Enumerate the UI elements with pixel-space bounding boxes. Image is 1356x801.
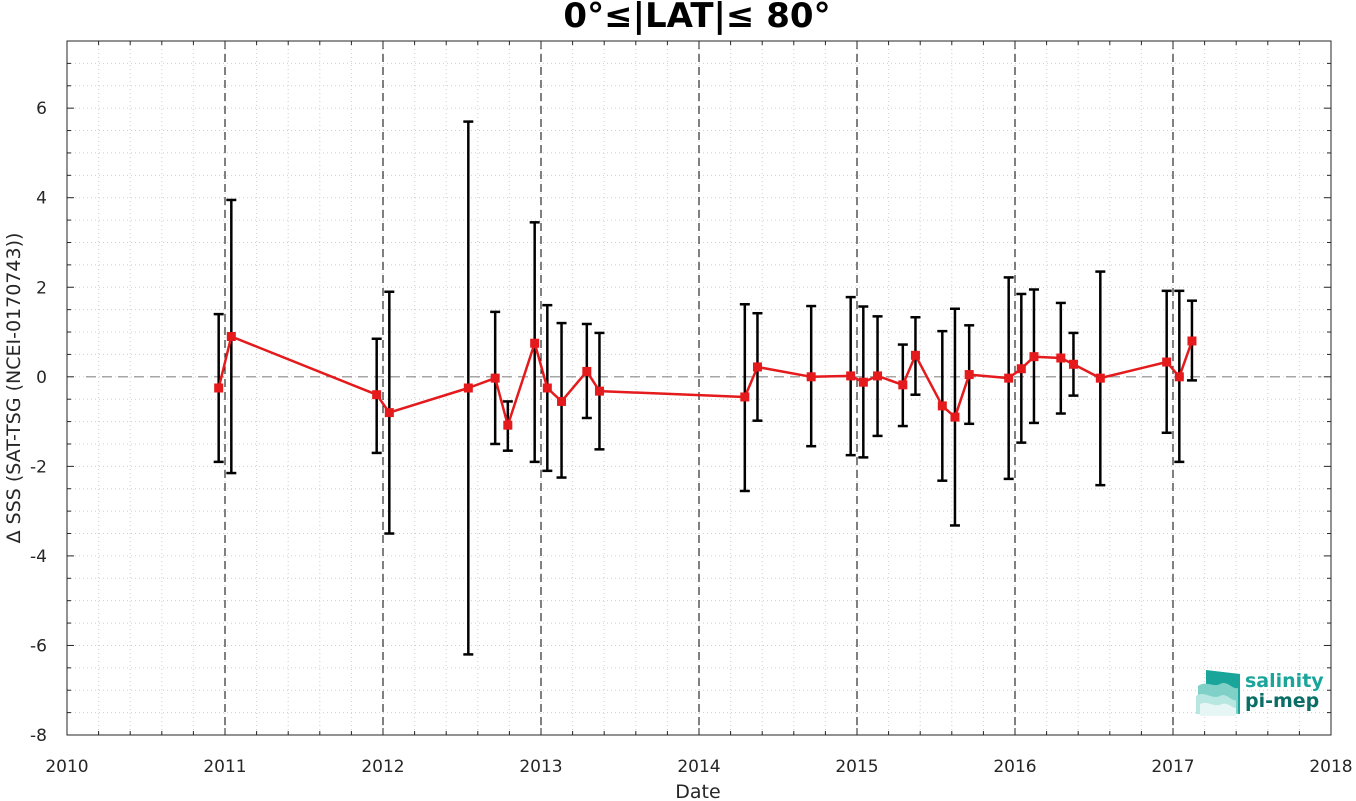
y-tick-labels: -8 -6 -4 -2 0 2 4 6	[30, 99, 47, 746]
x-tick-label: 2012	[361, 757, 404, 777]
data-point-marker	[384, 408, 394, 418]
data-point-marker	[530, 338, 540, 348]
salinity-pimep-logo: salinity pi-mep	[1196, 670, 1324, 716]
data-point-marker	[542, 383, 552, 393]
data-point-marker	[752, 362, 762, 372]
data-point-marker	[1068, 359, 1078, 369]
data-point-marker	[740, 392, 750, 402]
data-point-marker	[1187, 336, 1197, 346]
y-tick-label: -2	[30, 457, 47, 477]
y-tick-label: 4	[36, 189, 47, 209]
data-point-marker	[846, 371, 856, 381]
x-tick-labels: 2010 2011 2012 2013 2014 2015 2016 2017 2018	[45, 757, 1352, 777]
reference-lines	[85, 41, 1322, 735]
x-tick-label: 2010	[45, 757, 88, 777]
data-point-marker	[214, 383, 224, 393]
data-point-marker	[1095, 373, 1105, 383]
data-point-marker	[1016, 364, 1026, 374]
y-tick-label: 2	[36, 278, 47, 298]
logo-text-salinity: salinity	[1245, 670, 1324, 692]
y-tick-label: -4	[30, 547, 47, 567]
y-tick-label: -6	[30, 636, 47, 656]
data-point-marker	[937, 401, 947, 411]
x-tick-label: 2017	[1151, 757, 1194, 777]
x-tick-label: 2015	[835, 757, 878, 777]
logo-text-pimep: pi-mep	[1245, 690, 1319, 712]
data-point-marker	[594, 386, 604, 396]
y-tick-label: 0	[36, 368, 47, 388]
chart-title: 0°≤|LAT|≤ 80°	[563, 0, 830, 36]
x-tick-label: 2016	[993, 757, 1036, 777]
data-point-marker	[372, 390, 382, 400]
data-point-marker	[490, 373, 500, 383]
data-point-marker	[858, 377, 868, 387]
data-point-marker	[503, 420, 513, 430]
x-tick-label: 2018	[1309, 757, 1352, 777]
wave-logo-icon	[1196, 670, 1240, 716]
data-point-marker	[1162, 357, 1172, 367]
y-tick-label: 6	[36, 99, 47, 119]
data-point-marker	[806, 372, 816, 382]
data-point-marker	[1029, 352, 1039, 362]
x-tick-label: 2013	[519, 757, 562, 777]
data-point-marker	[898, 380, 908, 390]
data-point-marker	[557, 396, 567, 406]
x-tick-label: 2014	[677, 757, 720, 777]
x-axis-label: Date	[675, 781, 720, 801]
data-point-marker	[873, 371, 883, 381]
data-point-marker	[964, 370, 974, 380]
y-tick-label: -8	[30, 726, 47, 746]
data-point-marker	[1174, 372, 1184, 382]
data-point-marker	[582, 366, 592, 376]
data-point-marker	[910, 350, 920, 360]
x-tick-label: 2011	[203, 757, 246, 777]
data-point-marker	[950, 412, 960, 422]
axis-ticks	[66, 40, 1332, 736]
data-point-marker	[226, 332, 236, 342]
data-point-marker	[1004, 373, 1014, 383]
data-point-marker	[463, 383, 473, 393]
data-point-marker	[1056, 353, 1066, 363]
series-markers	[214, 332, 1197, 430]
y-axis-label: Δ SSS (SAT-TSG (NCEI-0170743))	[3, 233, 25, 544]
